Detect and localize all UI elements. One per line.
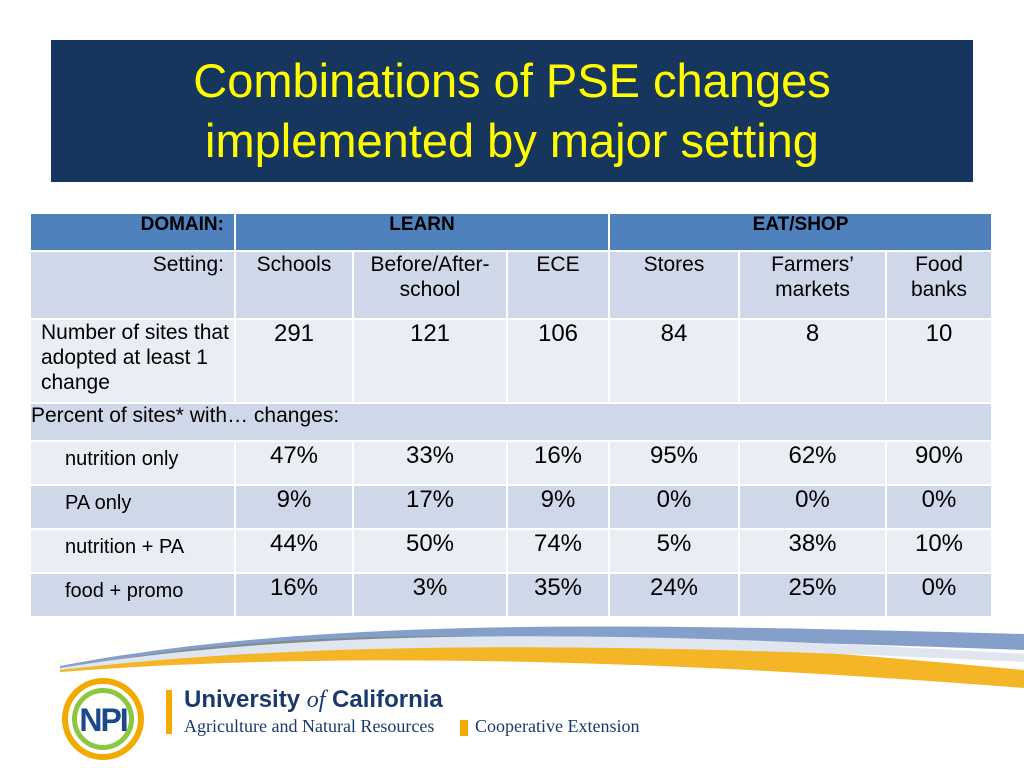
- table-row: PA only 9% 17% 9% 0% 0% 0%: [29, 484, 994, 530]
- table-cell: 10%: [884, 528, 994, 574]
- table-cell: 25%: [738, 572, 887, 618]
- table-cell: 17%: [352, 484, 508, 530]
- table-cell: 33%: [352, 440, 508, 486]
- npi-logo-text: NPI: [79, 702, 128, 738]
- table-cell: 9%: [234, 484, 354, 530]
- table-cell: 9%: [506, 484, 610, 530]
- domain-label: DOMAIN:: [29, 212, 236, 252]
- setting-ece: ECE: [506, 250, 610, 320]
- extension-marker: [460, 720, 468, 736]
- setting-row: Setting: Schools Before/After-school ECE…: [29, 250, 994, 320]
- table-cell: 3%: [352, 572, 508, 618]
- domain-header-row: DOMAIN: LEARN EAT/SHOP: [29, 212, 994, 252]
- npi-logo-icon: NPI: [62, 678, 144, 760]
- count-food-banks: 10: [884, 318, 994, 404]
- row-label: PA only: [29, 484, 236, 530]
- uc-name: University of California: [184, 686, 443, 714]
- table-cell: 16%: [234, 572, 354, 618]
- table-cell: 5%: [608, 528, 740, 574]
- uc-division: Agriculture and Natural Resources: [184, 716, 435, 736]
- title-line-1: Combinations of PSE changes: [193, 54, 831, 107]
- domain-eat-shop: EAT/SHOP: [607, 212, 994, 252]
- setting-schools: Schools: [234, 250, 354, 320]
- count-label: Number of sites that adopted at least 1 …: [29, 318, 236, 404]
- table-row: nutrition only 47% 33% 16% 95% 62% 90%: [29, 440, 994, 486]
- row-label: food + promo: [29, 572, 236, 618]
- percent-heading: Percent of sites* with… changes:: [28, 402, 994, 442]
- uc-name-of: of: [306, 687, 326, 713]
- uc-name-california: California: [325, 686, 443, 713]
- table-cell: 95%: [608, 440, 740, 486]
- count-row: Number of sites that adopted at least 1 …: [29, 318, 994, 404]
- table-cell: 35%: [506, 572, 610, 618]
- uc-divider-bar: [166, 690, 172, 734]
- table-cell: 0%: [608, 484, 740, 530]
- table-cell: 16%: [506, 440, 610, 486]
- uc-name-university: University: [184, 686, 307, 713]
- percent-heading-row: Percent of sites* with… changes:: [28, 402, 994, 442]
- setting-label: Setting:: [29, 250, 236, 320]
- domain-learn: LEARN: [234, 212, 610, 252]
- count-stores: 84: [608, 318, 740, 404]
- count-ece: 106: [506, 318, 610, 404]
- table-cell: 0%: [884, 572, 994, 618]
- table-cell: 0%: [738, 484, 887, 530]
- table-cell: 50%: [352, 528, 508, 574]
- uc-extension: Cooperative Extension: [475, 716, 640, 736]
- table-cell: 62%: [738, 440, 887, 486]
- table-cell: 74%: [506, 528, 610, 574]
- table-cell: 24%: [608, 572, 740, 618]
- count-farmers-markets: 8: [738, 318, 887, 404]
- count-schools: 291: [234, 318, 354, 404]
- setting-before-after-school: Before/After-school: [352, 250, 508, 320]
- table-cell: 38%: [738, 528, 887, 574]
- row-label: nutrition only: [29, 440, 236, 486]
- decorative-swoosh: [60, 626, 1024, 688]
- count-before-after-school: 121: [352, 318, 508, 404]
- npi-logo-ring: [72, 688, 134, 750]
- table-cell: 47%: [234, 440, 354, 486]
- setting-farmers-markets: Farmers’ markets: [738, 250, 887, 320]
- slide-title: Combinations of PSE changes implemented …: [51, 40, 973, 182]
- table-cell: 90%: [884, 440, 994, 486]
- setting-food-banks: Food banks: [884, 250, 994, 320]
- table-cell: 44%: [234, 528, 354, 574]
- row-label: nutrition + PA: [29, 528, 236, 574]
- table-row: food + promo 16% 3% 35% 24% 25% 0%: [29, 572, 994, 618]
- title-line-2: implemented by major setting: [205, 114, 819, 167]
- setting-stores: Stores: [608, 250, 740, 320]
- table-cell: 0%: [884, 484, 994, 530]
- table-row: nutrition + PA 44% 50% 74% 5% 38% 10%: [29, 528, 994, 574]
- pse-changes-table: DOMAIN: LEARN EAT/SHOP Setting: Schools …: [28, 212, 994, 618]
